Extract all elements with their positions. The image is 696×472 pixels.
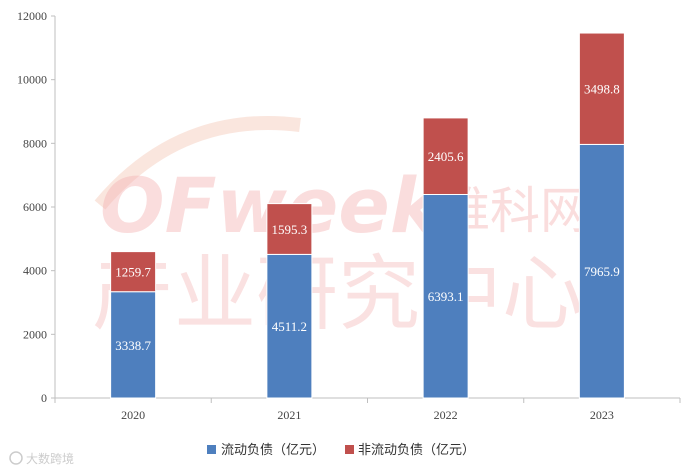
legend-label-current: 流动负债（亿元）	[221, 443, 325, 458]
y-tick-label: 6000	[23, 200, 47, 214]
x-tick-label: 2021	[277, 408, 301, 422]
bar-data-label: 1595.3	[272, 222, 308, 237]
x-tick-label: 2022	[434, 408, 458, 422]
axes: 0 2000 4000 6000 8000 10000 12000 2020 2021 2022 2…	[17, 9, 681, 422]
legend: 流动负债（亿元） 非流动负债（亿元）	[207, 443, 475, 458]
data-labels: 3338.7 1259.7 4511.2 1595.3 6393.1 2405.6 7965…	[115, 82, 620, 353]
x-tick-label: 2020	[121, 408, 145, 422]
bar-data-label: 3498.8	[584, 82, 620, 97]
bar-data-label: 2405.6	[428, 149, 464, 164]
bar-noncurrent-liabilities	[266, 203, 313, 255]
bar-noncurrent-liabilities	[110, 251, 157, 293]
watermark-line2: 产业研究中心	[92, 247, 584, 342]
bar-noncurrent-liabilities	[578, 32, 625, 145]
bar-data-label: 4511.2	[272, 319, 307, 334]
source-icon	[9, 451, 23, 465]
legend-swatch-noncurrent	[345, 445, 354, 454]
bar-data-label: 7965.9	[584, 264, 620, 279]
y-tick-label: 12000	[17, 9, 47, 23]
legend-label-noncurrent: 非流动负债（亿元）	[358, 443, 475, 458]
y-tick-label: 2000	[23, 327, 47, 341]
bar-data-label: 1259.7	[115, 265, 151, 280]
source-watermark: 大数跨境	[9, 451, 74, 466]
bar-current-liabilities	[110, 291, 157, 399]
x-tick-label: 2023	[590, 408, 614, 422]
watermark-arc	[94, 115, 301, 210]
bar-data-label: 6393.1	[428, 289, 464, 304]
bars	[110, 32, 625, 399]
y-tick-label: 4000	[23, 264, 47, 278]
y-tick-label: 8000	[23, 136, 47, 150]
source-text: 大数跨境	[26, 451, 74, 466]
bar-noncurrent-liabilities	[422, 117, 469, 195]
legend-swatch-current	[207, 445, 216, 454]
bar-current-liabilities	[578, 143, 625, 399]
y-tick-label: 10000	[17, 73, 47, 87]
bar-data-label: 3338.7	[115, 338, 151, 353]
bar-current-liabilities	[422, 193, 469, 399]
watermark: OFweek 维科网 产业研究中心	[92, 115, 590, 342]
y-tick-label: 0	[41, 391, 47, 405]
